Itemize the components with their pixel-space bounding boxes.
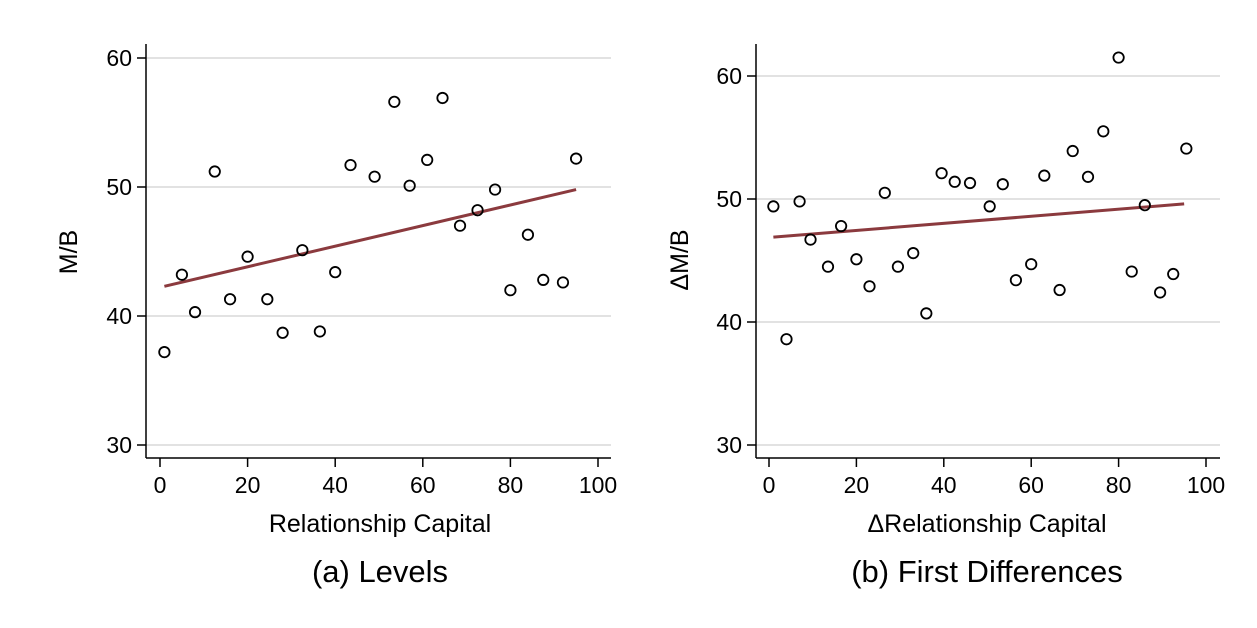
panel-b-scatter-point bbox=[878, 186, 891, 199]
panel-b-xtick-label: 80 bbox=[1106, 472, 1132, 498]
panel-b-scatter-point bbox=[948, 175, 961, 188]
panel-a-scatter-point bbox=[488, 183, 502, 196]
panel-b-axes: 30 40 50 60 0 20 40 60 80 100 bbox=[716, 44, 1225, 498]
panel-a: 30 40 50 60 0 20 40 60 80 100 Relationship Capita… bbox=[55, 44, 617, 589]
panel-b-xtick-label: 60 bbox=[1018, 472, 1044, 498]
panel-b-scatter-point bbox=[920, 307, 933, 320]
panel-b-points bbox=[767, 51, 1193, 346]
panel-b-xtick-label: 0 bbox=[763, 472, 776, 498]
panel-a-scatter-point bbox=[223, 293, 237, 306]
panel-b-ytick-label: 50 bbox=[716, 186, 742, 212]
panel-a-ylabel: M/B bbox=[55, 230, 83, 274]
panel-b-scatter-point bbox=[1009, 274, 1023, 287]
panel-b-scatter-point bbox=[821, 260, 835, 273]
panel-b-scatter-point bbox=[767, 200, 780, 213]
panel-a-scatter-point bbox=[276, 326, 289, 339]
panel-b-scatter-point bbox=[1053, 283, 1066, 297]
panel-a-points bbox=[158, 91, 583, 359]
panel-b-scatter-point bbox=[891, 260, 905, 273]
panel-a-xtick-label: 0 bbox=[154, 472, 167, 498]
panel-b-ytick-label: 40 bbox=[716, 309, 742, 335]
panel-b-scatter-point bbox=[1125, 265, 1138, 278]
panel-b-scatter-point bbox=[804, 233, 817, 246]
panel-b-scatter-point bbox=[1025, 258, 1038, 271]
panel-b-gridlines bbox=[756, 75, 1220, 446]
panel-b-xtick-label: 100 bbox=[1187, 472, 1225, 498]
panel-a-scatter-point bbox=[556, 276, 570, 289]
panel-a-xtick-label: 40 bbox=[322, 472, 348, 498]
panel-a-xtick-label: 20 bbox=[235, 472, 261, 498]
panel-a-axes: 30 40 50 60 0 20 40 60 80 100 bbox=[106, 44, 617, 498]
panel-a-fit-line bbox=[164, 188, 577, 288]
panel-b-scatter-point bbox=[1066, 144, 1079, 158]
panel-a-scatter-point bbox=[329, 266, 342, 279]
panel-a-scatter-point bbox=[421, 153, 434, 167]
panel-a-gridlines bbox=[146, 57, 611, 446]
panel-b: 30 40 50 60 0 20 40 60 80 100 ΔRelationship Capit… bbox=[666, 44, 1225, 589]
panel-b-scatter-point bbox=[850, 253, 863, 266]
panel-b-ytick-label: 30 bbox=[716, 432, 742, 458]
panel-b-scatter-point bbox=[996, 178, 1009, 191]
panel-b-scatter-point bbox=[935, 167, 948, 180]
panel-b-scatter-point bbox=[863, 280, 876, 293]
panel-a-ytick-label: 60 bbox=[106, 45, 132, 71]
panel-b-xlabel: ΔRelationship Capital bbox=[867, 510, 1106, 538]
panel-b-scatter-point bbox=[1180, 142, 1193, 155]
panel-a-scatter-point bbox=[504, 284, 517, 297]
panel-b-scatter-point bbox=[1112, 51, 1125, 64]
panel-a-caption: (a) Levels bbox=[312, 554, 448, 589]
panel-a-xtick-label: 60 bbox=[410, 472, 436, 498]
panel-a-scatter-point bbox=[368, 170, 381, 183]
panel-a-ytick-label: 50 bbox=[106, 174, 132, 200]
panel-a-scatter-point bbox=[208, 165, 221, 178]
panel-a-scatter-point bbox=[453, 219, 467, 232]
panel-b-scatter-point bbox=[1038, 169, 1051, 182]
panel-a-scatter-point bbox=[521, 228, 535, 241]
panel-a-xtick-label: 80 bbox=[498, 472, 524, 498]
panel-a-scatter-point bbox=[241, 250, 254, 263]
panel-b-ylabel: ΔM/B bbox=[666, 229, 694, 290]
panel-a-scatter-point bbox=[471, 204, 484, 217]
panel-b-scatter-point bbox=[835, 219, 848, 233]
panel-a-xtick-label: 100 bbox=[579, 472, 617, 498]
panel-b-scatter-point bbox=[983, 200, 996, 213]
panel-a-scatter-point bbox=[261, 293, 274, 306]
panel-b-ytick-label: 60 bbox=[716, 63, 742, 89]
panel-a-ytick-label: 30 bbox=[106, 432, 132, 458]
panel-b-scatter-point bbox=[907, 247, 920, 260]
panel-a-scatter-point bbox=[158, 346, 171, 359]
panel-a-scatter-point bbox=[569, 152, 583, 165]
panel-b-scatter-point bbox=[1097, 125, 1110, 138]
panel-a-scatter-point bbox=[296, 244, 309, 257]
panel-a-scatter-point bbox=[313, 325, 326, 338]
panel-a-xlabel: Relationship Capital bbox=[269, 510, 491, 538]
panel-b-xtick-label: 40 bbox=[931, 472, 957, 498]
panel-a-scatter-point bbox=[344, 158, 357, 172]
panel-b-scatter-point bbox=[1154, 286, 1167, 299]
panel-b-scatter-point bbox=[1081, 170, 1095, 183]
panel-b-scatter-point bbox=[963, 176, 977, 190]
panel-b-xtick-label: 20 bbox=[844, 472, 870, 498]
panel-a-scatter-point bbox=[175, 268, 188, 281]
panel-b-scatter-point bbox=[1167, 267, 1180, 281]
panel-a-scatter-point bbox=[388, 95, 401, 108]
panel-a-ytick-label: 40 bbox=[106, 303, 132, 329]
panel-a-scatter-point bbox=[436, 91, 449, 105]
panel-b-scatter-point bbox=[1138, 199, 1151, 212]
panel-a-scatter-point bbox=[537, 273, 550, 286]
panel-a-scatter-point bbox=[403, 179, 416, 192]
panel-b-scatter-point bbox=[793, 195, 806, 208]
panel-a-scatter-point bbox=[188, 306, 202, 319]
panel-b-caption: (b) First Differences bbox=[851, 554, 1123, 589]
panel-a-fit-line-group bbox=[164, 188, 577, 288]
panel-b-scatter-point bbox=[780, 333, 793, 346]
